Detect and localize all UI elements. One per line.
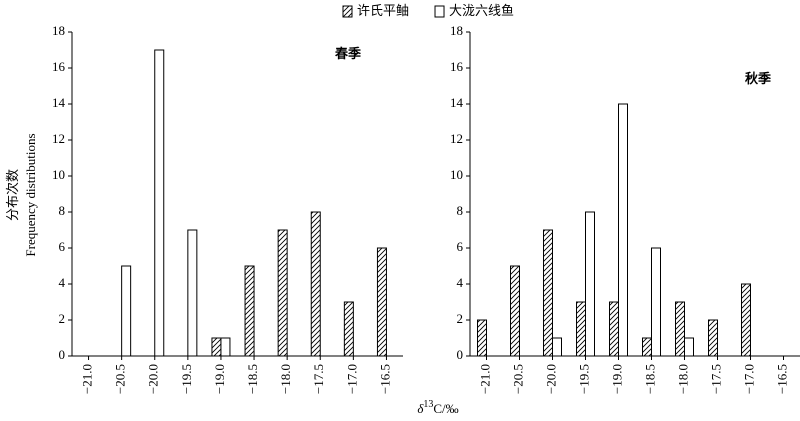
bar: [310, 211, 321, 357]
x-tick-label: −17.5: [311, 364, 326, 394]
y-tick-label: 18: [450, 23, 463, 38]
bar: [618, 103, 628, 357]
bar: [741, 283, 751, 357]
y-tick-label: 14: [450, 95, 464, 110]
y-tick-label: 2: [457, 311, 464, 326]
y-tick-label: 10: [52, 167, 65, 182]
y-tick-label: 0: [457, 347, 464, 362]
x-axis-label: δ13C/‰: [417, 399, 458, 416]
bar: [154, 49, 165, 357]
bar: [510, 265, 520, 357]
y-tick-label: 6: [59, 239, 66, 254]
y-tick-label: 4: [457, 275, 464, 290]
bar: [543, 229, 553, 357]
bar: [277, 229, 288, 357]
y-tick-label: 0: [59, 347, 66, 362]
x-tick-label: −18.0: [278, 364, 293, 394]
legend-swatch: [342, 5, 353, 18]
panel-title: 秋季: [745, 71, 771, 86]
bar: [642, 337, 652, 357]
x-tick-label: −16.5: [774, 364, 789, 394]
x-tick-label: −18.5: [642, 364, 657, 394]
x-tick-label: −20.0: [146, 364, 161, 394]
bar: [684, 337, 694, 357]
x-axis-label-part: 13: [423, 399, 433, 410]
bar: [552, 337, 562, 357]
y-tick-label: 8: [59, 203, 66, 218]
x-tick-label: −16.5: [377, 364, 392, 394]
x-tick-label: −19.5: [179, 364, 194, 394]
bar: [244, 265, 255, 357]
x-tick-label: −20.0: [543, 364, 558, 394]
x-tick-label: −19.0: [212, 364, 227, 394]
y-axis-label: Frequency distributions: [23, 133, 38, 256]
x-tick-label: −17.0: [344, 364, 359, 394]
y-tick-label: 16: [52, 59, 66, 74]
bar: [376, 247, 387, 357]
bar: [343, 301, 354, 357]
y-tick-label: 6: [457, 239, 464, 254]
x-tick-label: −18.0: [675, 364, 690, 394]
y-tick-label: 4: [59, 275, 66, 290]
legend-label: 大泷六线鱼: [449, 3, 514, 18]
x-tick-label: −20.5: [510, 364, 525, 394]
x-tick-label: −21.0: [80, 364, 95, 394]
y-tick-label: 12: [450, 131, 463, 146]
legend-swatch: [434, 5, 445, 18]
x-tick-label: −19.0: [609, 364, 624, 394]
y-tick-label: 12: [52, 131, 65, 146]
y-axis-label: 分布次数: [5, 169, 20, 221]
legend-label: 许氏平鲉: [357, 3, 409, 18]
y-tick-label: 10: [450, 167, 463, 182]
x-tick-label: −17.5: [708, 364, 723, 394]
y-tick-label: 18: [52, 23, 65, 38]
bar: [708, 319, 718, 357]
x-tick-label: −21.0: [477, 364, 492, 394]
x-tick-label: −18.5: [245, 364, 260, 394]
bar: [187, 229, 198, 357]
x-axis-label-part: C/‰: [433, 401, 458, 416]
y-tick-label: 14: [52, 95, 66, 110]
y-tick-label: 2: [59, 311, 66, 326]
bar: [651, 247, 661, 357]
bar: [211, 337, 222, 357]
bar: [576, 301, 586, 357]
bar: [675, 301, 685, 357]
x-axis-label-part: δ: [417, 401, 424, 416]
y-tick-label: 16: [450, 59, 464, 74]
bar: [609, 301, 619, 357]
x-tick-label: −20.5: [113, 364, 128, 394]
panel-title: 春季: [334, 46, 361, 61]
y-tick-label: 8: [457, 203, 464, 218]
bar: [585, 211, 595, 357]
bar: [220, 337, 231, 357]
x-tick-label: −19.5: [576, 364, 591, 394]
bar: [121, 265, 132, 357]
bar: [477, 319, 487, 357]
x-tick-label: −17.0: [741, 364, 756, 394]
